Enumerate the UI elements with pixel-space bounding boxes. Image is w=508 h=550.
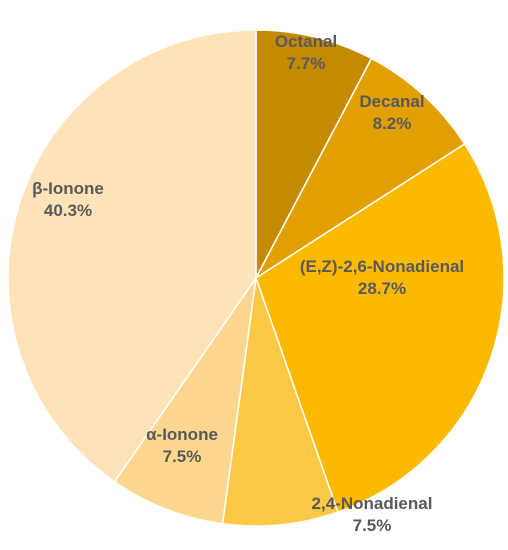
slice-label-5: α-Ionone — [146, 425, 218, 444]
pie-slice-5 — [113, 277, 257, 525]
slice-value-label-3: 28.7% — [358, 279, 406, 298]
pie-slices — [7, 29, 505, 527]
slice-label-6: β-Ionone — [32, 179, 104, 198]
pie-labels: Octanal 7.7% Decanal 8.2% (E,Z)-2,6-Nonadien… — [32, 32, 464, 535]
slice-value-label-2: 8.2% — [373, 114, 412, 133]
slice-value-label-5: 7.5% — [163, 447, 202, 466]
pie-slice-1 — [255, 29, 373, 279]
slice-value-label-4: 7.5% — [353, 516, 392, 535]
slice-label-2: Decanal — [359, 92, 424, 111]
pie-slice-2 — [254, 57, 466, 281]
slice-label-1: Octanal — [275, 32, 337, 51]
slice-value-label-1: 7.7% — [287, 54, 326, 73]
pie-slice-3 — [255, 142, 505, 514]
pie-slice-4 — [221, 277, 339, 527]
slice-label-4: 2,4-Nonadienal — [312, 494, 433, 513]
slice-label-3: (E,Z)-2,6-Nonadienal — [300, 257, 464, 276]
slice-value-label-6: 40.3% — [44, 201, 92, 220]
pie-slice-6 — [7, 29, 257, 483]
